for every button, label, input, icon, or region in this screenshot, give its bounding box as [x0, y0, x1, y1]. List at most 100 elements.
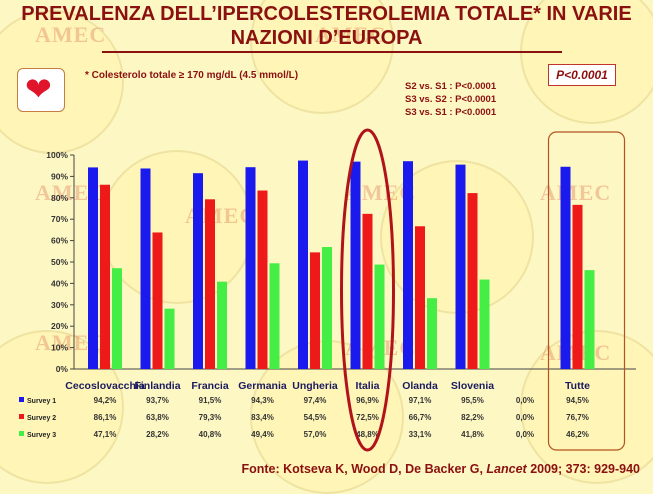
legend-swatch	[19, 414, 24, 419]
data-value-label: 72,5%	[356, 413, 379, 422]
data-value-label: 97,4%	[304, 396, 327, 405]
data-value-label: 41,8%	[461, 430, 484, 439]
bar-survey2	[415, 226, 425, 369]
bar-survey1	[403, 161, 413, 369]
bar-survey3	[427, 298, 437, 369]
data-value-label: 91,5%	[199, 396, 222, 405]
stat-line: S3 vs. S2 : P<0.0001	[405, 94, 497, 105]
category-label: Cecoslovacchia	[65, 380, 145, 392]
bar-survey2	[362, 213, 373, 369]
statistics-block: S2 vs. S1 : P<0.0001 S3 vs. S2 : P<0.000…	[405, 80, 496, 119]
data-value-label: 86,1%	[94, 413, 117, 422]
category-label: Italia	[356, 380, 380, 392]
y-tick-label: 20%	[51, 321, 68, 331]
y-tick-label: 80%	[51, 193, 68, 203]
y-tick-label: 50%	[51, 257, 68, 267]
bar-survey2	[205, 199, 215, 369]
heart-icon: ❤	[25, 71, 52, 107]
data-value-label: 49,4%	[251, 430, 274, 439]
category-label: Slovenia	[451, 380, 494, 392]
legend-label: Survey 1	[27, 398, 56, 405]
category-label: Francia	[191, 380, 229, 392]
data-value-label: 0,0%	[516, 430, 534, 439]
category-label: Ungheria	[292, 380, 338, 392]
bar-survey3	[479, 279, 490, 369]
data-value-label: 83,4%	[251, 413, 274, 422]
bar-survey3	[584, 270, 595, 369]
bar-survey3	[322, 247, 332, 369]
bar-survey1	[350, 161, 361, 369]
background-decoration	[520, 0, 653, 124]
bar-chart: 0% 10% 20% 30% 40% 50% 60% 70% 80% 90% 100% Cecoslo…	[19, 128, 636, 452]
background-decoration	[250, 0, 394, 114]
watermark: AMEC	[315, 22, 387, 47]
stat-line: S3 vs. S1 : P<0.0001	[405, 107, 497, 118]
y-tick-label: 40%	[51, 278, 68, 288]
highlight-box-tutte	[547, 131, 626, 451]
data-value-label: 46,2%	[566, 430, 589, 439]
category-label: Finlandia	[134, 380, 180, 392]
y-tick-label: 30%	[51, 300, 68, 310]
data-value-label: 63,8%	[146, 413, 169, 422]
heart-logo: ❤	[17, 68, 65, 112]
source-journal: Lancet	[486, 462, 527, 476]
data-value-label: 48,8%	[356, 430, 379, 439]
data-value-label: 95,5%	[461, 396, 484, 405]
bar-survey1	[298, 160, 308, 369]
data-value-label: 96,9%	[356, 396, 379, 405]
bar-survey1	[245, 167, 256, 369]
watermark: AMEC	[540, 180, 612, 205]
category-label: Germania	[238, 380, 287, 392]
p-value-box: P<0.0001	[548, 64, 616, 86]
bar-survey3	[112, 268, 122, 369]
data-value-label: 82,2%	[461, 413, 484, 422]
data-value-label: 0,0%	[516, 396, 534, 405]
data-value-label: 76,7%	[566, 413, 589, 422]
y-tick-label: 10%	[51, 343, 68, 353]
bar-survey2	[257, 190, 268, 369]
data-value-label: 97,1%	[409, 396, 432, 405]
source-prefix: Fonte: Kotseva K, Wood D, De Backer G,	[241, 462, 487, 476]
legend-swatch	[19, 431, 24, 436]
stat-line: S2 vs. S1 : P<0.0001	[405, 81, 497, 92]
data-value-label: 94,2%	[94, 396, 117, 405]
y-tick-label: 90%	[51, 171, 68, 181]
highlight-ellipse-italia	[340, 128, 395, 452]
y-tick-label: 60%	[51, 236, 68, 246]
watermark: AMEC	[35, 22, 107, 47]
bar-survey1	[193, 173, 203, 369]
category-label: Tutte	[565, 380, 590, 392]
slide-title: PREVALENZA DELL’IPERCOLESTEROLEMIA TOTAL…	[21, 3, 632, 49]
data-value-label: 57,0%	[304, 430, 327, 439]
y-tick-label: 100%	[46, 150, 68, 160]
data-value-label: 0,0%	[516, 413, 534, 422]
data-value-label: 94,3%	[251, 396, 274, 405]
data-value-label: 28,2%	[146, 430, 169, 439]
data-value-label: 66,7%	[409, 413, 432, 422]
legend-label: Survey 2	[27, 415, 56, 422]
data-value-label: 79,3%	[199, 413, 222, 422]
background-decoration	[100, 150, 254, 304]
bar-survey1	[560, 166, 571, 369]
data-value-label: 33,1%	[409, 430, 432, 439]
bar-survey3	[269, 263, 280, 369]
bar-survey2	[467, 193, 478, 369]
y-tick-label: 70%	[51, 214, 68, 224]
data-value-label: 47,1%	[94, 430, 117, 439]
data-value-label: 94,5%	[566, 396, 589, 405]
data-value-label: 54,5%	[304, 413, 327, 422]
bar-survey1	[455, 164, 466, 369]
bar-survey2	[100, 184, 110, 369]
source-citation: Fonte: Kotseva K, Wood D, De Backer G, L…	[0, 462, 640, 476]
bar-survey1	[88, 167, 98, 369]
data-value-label: 40,8%	[199, 430, 222, 439]
category-label: Olanda	[402, 380, 438, 392]
cholesterol-footnote: * Colesterolo totale ≥ 170 mg/dL (4.5 mm…	[85, 70, 299, 81]
bar-survey2	[572, 204, 583, 369]
bar-survey1	[140, 168, 151, 369]
legend-swatch	[19, 397, 24, 402]
y-tick-label: 0%	[56, 364, 69, 374]
legend-label: Survey 3	[27, 432, 56, 439]
bar-survey2	[310, 252, 320, 369]
